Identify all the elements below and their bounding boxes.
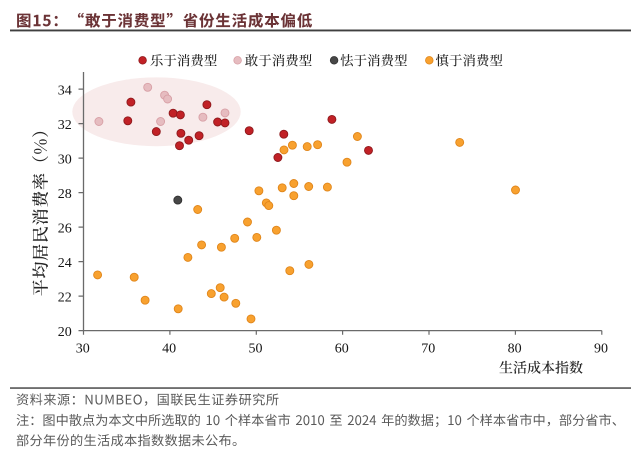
svg-text:70: 70 [421, 342, 435, 357]
svg-text:30: 30 [58, 153, 72, 168]
svg-text:26: 26 [58, 222, 72, 237]
svg-text:22: 22 [58, 291, 72, 306]
svg-text:32: 32 [58, 118, 72, 133]
svg-text:28: 28 [58, 187, 72, 202]
svg-text:30: 30 [76, 342, 90, 357]
svg-text:40: 40 [162, 342, 176, 357]
svg-text:60: 60 [335, 342, 349, 357]
svg-text:20: 20 [58, 325, 72, 340]
svg-text:50: 50 [249, 342, 263, 357]
svg-text:24: 24 [58, 256, 72, 271]
svg-text:34: 34 [58, 84, 72, 99]
svg-text:80: 80 [508, 342, 522, 357]
svg-text:90: 90 [594, 342, 608, 357]
